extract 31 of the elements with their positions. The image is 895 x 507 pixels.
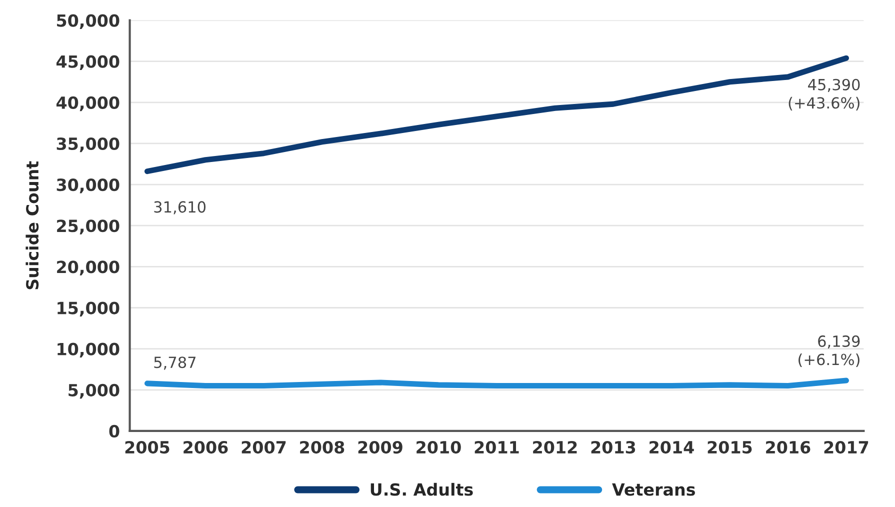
annotation: 45,390 (+43.6%)	[788, 78, 860, 110]
x-tick-label: 2015	[708, 440, 752, 454]
x-tick-label: 2008	[300, 440, 344, 454]
x-tick-label: 2016	[766, 440, 810, 454]
y-tick-label: 45,000	[56, 55, 120, 70]
y-tick-label: 40,000	[56, 96, 120, 112]
legend-label: Veterans	[612, 483, 695, 496]
annotation: 5,787	[154, 356, 196, 370]
y-tick-label: 0	[109, 424, 120, 438]
legend-label: U.S. Adults	[370, 482, 473, 496]
x-tick-label: 2017	[824, 440, 868, 454]
y-tick-label: 50,000	[57, 14, 120, 29]
x-tick-label: 2014	[650, 440, 694, 454]
annotation: 6,139 (+6.1%)	[798, 335, 860, 368]
y-tick-label: 15,000	[58, 302, 120, 316]
x-tick-label: 2013	[591, 440, 636, 454]
y-tick-label: 10,000	[58, 342, 120, 358]
x-tick-label: 2005	[125, 440, 170, 454]
x-tick-label: 2006	[184, 440, 228, 454]
x-tick-label: 2012	[533, 440, 577, 454]
y-tick-label: 35,000	[56, 137, 120, 152]
y-axis-title: Suicide Count	[26, 161, 39, 290]
y-tick-label: 30,000	[56, 178, 120, 194]
x-tick-label: 2010	[416, 440, 461, 454]
x-tick-label: 2007	[242, 440, 286, 454]
annotation: 31,610	[154, 201, 206, 214]
y-tick-label: 25,000	[57, 220, 120, 234]
x-tick-label: 2009	[358, 440, 402, 454]
y-tick-label: 5,000	[68, 384, 120, 399]
x-tick-label: 2011	[474, 440, 519, 454]
y-tick-label: 20,000	[57, 260, 120, 276]
